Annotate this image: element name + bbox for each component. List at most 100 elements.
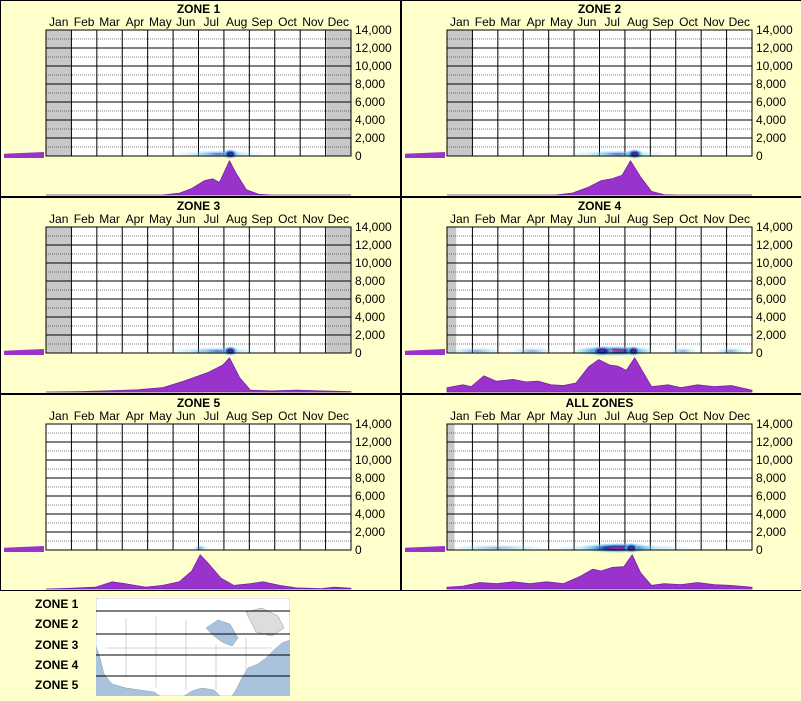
plot-border [446, 423, 753, 551]
month-label: Nov [703, 212, 724, 226]
seasonal-density [446, 357, 753, 393]
elevation-curve [4, 152, 44, 158]
y-tick-label: 12,000 [756, 41, 793, 55]
month-label: Jul [605, 212, 620, 226]
y-tick-label: 12,000 [756, 435, 793, 449]
month-label: Sep [251, 15, 273, 29]
month-label: Nov [302, 15, 323, 29]
elevation-curve [405, 546, 445, 552]
y-tick-label: 6,000 [756, 292, 786, 306]
month-label: Sep [251, 409, 273, 423]
heat-band [222, 346, 238, 356]
y-tick-label: 14,000 [756, 417, 793, 431]
month-label: Feb [74, 409, 95, 423]
shaded-region [447, 424, 455, 550]
seasonal-density [45, 357, 352, 393]
y-tick-label: 6,000 [756, 489, 786, 503]
month-label: May [149, 15, 172, 29]
month-label: Apr [527, 212, 546, 226]
y-tick-label: 0 [756, 346, 763, 360]
zone-map [96, 598, 290, 696]
chart-title: ZONE 2 [578, 2, 622, 16]
month-label: Jan [49, 15, 68, 29]
month-label: Sep [251, 212, 273, 226]
y-tick-label: 10,000 [756, 256, 793, 270]
y-tick-label: 0 [355, 149, 362, 163]
month-label: Oct [278, 409, 297, 423]
month-label: Aug [226, 409, 247, 423]
month-label: Jul [605, 409, 620, 423]
month-label: Nov [703, 15, 724, 29]
month-label: Mar [99, 212, 120, 226]
y-tick-label: 4,000 [756, 310, 786, 324]
month-label: Dec [328, 212, 349, 226]
y-tick-label: 4,000 [355, 507, 385, 521]
heat-band [626, 149, 644, 159]
y-tick-label: 2,000 [756, 525, 786, 539]
y-tick-label: 8,000 [355, 471, 385, 485]
month-label: Oct [679, 409, 698, 423]
month-label: Apr [126, 212, 145, 226]
legend-zone-label: ZONE 1 [35, 597, 79, 611]
month-label: Mar [99, 409, 120, 423]
zone-legend: ZONE 1 ZONE 2 ZONE 3 ZONE 4 ZONE 5 [0, 591, 801, 701]
y-tick-label: 8,000 [355, 77, 385, 91]
y-tick-label: 12,000 [756, 238, 793, 252]
month-label: Dec [729, 15, 750, 29]
month-label: Mar [500, 15, 521, 29]
y-tick-label: 6,000 [355, 95, 385, 109]
month-label: Oct [278, 15, 297, 29]
month-label: Jun [577, 409, 596, 423]
plot-border [45, 423, 352, 551]
month-label: Aug [226, 212, 247, 226]
month-label: May [550, 212, 573, 226]
month-label: Aug [627, 409, 648, 423]
seasonal-density [46, 159, 351, 196]
month-label: Jun [176, 212, 195, 226]
y-tick-label: 8,000 [756, 77, 786, 91]
y-tick-label: 12,000 [355, 41, 392, 55]
month-label: Jul [605, 15, 620, 29]
month-label: Oct [278, 212, 297, 226]
y-tick-label: 14,000 [355, 417, 392, 431]
y-tick-label: 10,000 [355, 256, 392, 270]
y-tick-label: 14,000 [355, 23, 392, 37]
month-label: Jun [176, 15, 195, 29]
elevation-curve [4, 349, 44, 355]
y-tick-label: 0 [355, 543, 362, 557]
chart-title: ZONE 3 [177, 199, 221, 213]
chart-title: ZONE 4 [578, 199, 622, 213]
y-tick-label: 0 [756, 149, 763, 163]
month-label: Jul [204, 409, 219, 423]
charts-canvas: ZONE 1 Jan Feb Mar Apr May Jun Jul Aug Sep Oct Nov D… [0, 0, 801, 591]
zone-panel: ZONE 1 Jan Feb Mar Apr May Jun Jul Aug Sep Oct Nov D… [0, 0, 401, 197]
heat-band [571, 346, 656, 356]
legend-zone-label: ZONE 5 [35, 678, 79, 692]
plot-border [446, 226, 753, 354]
y-tick-label: 6,000 [355, 292, 385, 306]
panel-border [0, 0, 401, 197]
panel-border [401, 197, 801, 394]
month-label: Jun [577, 212, 596, 226]
month-label: Jul [204, 212, 219, 226]
y-tick-label: 4,000 [756, 507, 786, 521]
month-label: Nov [703, 409, 724, 423]
y-tick-label: 14,000 [355, 220, 392, 234]
y-tick-label: 4,000 [355, 113, 385, 127]
y-tick-label: 2,000 [756, 328, 786, 342]
seasonal-density [446, 554, 753, 590]
month-label: Feb [475, 212, 496, 226]
y-tick-label: 0 [756, 543, 763, 557]
month-label: Jul [204, 15, 219, 29]
month-label: Dec [729, 409, 750, 423]
month-label: Apr [527, 409, 546, 423]
month-label: Mar [500, 409, 521, 423]
legend-zone-label: ZONE 4 [35, 658, 79, 672]
month-label: Sep [652, 212, 674, 226]
month-label: Mar [500, 212, 521, 226]
y-tick-label: 4,000 [355, 310, 385, 324]
heat-band [626, 346, 641, 356]
chart-title: ZONE 1 [177, 2, 221, 16]
y-tick-label: 2,000 [355, 328, 385, 342]
month-label: May [149, 409, 172, 423]
